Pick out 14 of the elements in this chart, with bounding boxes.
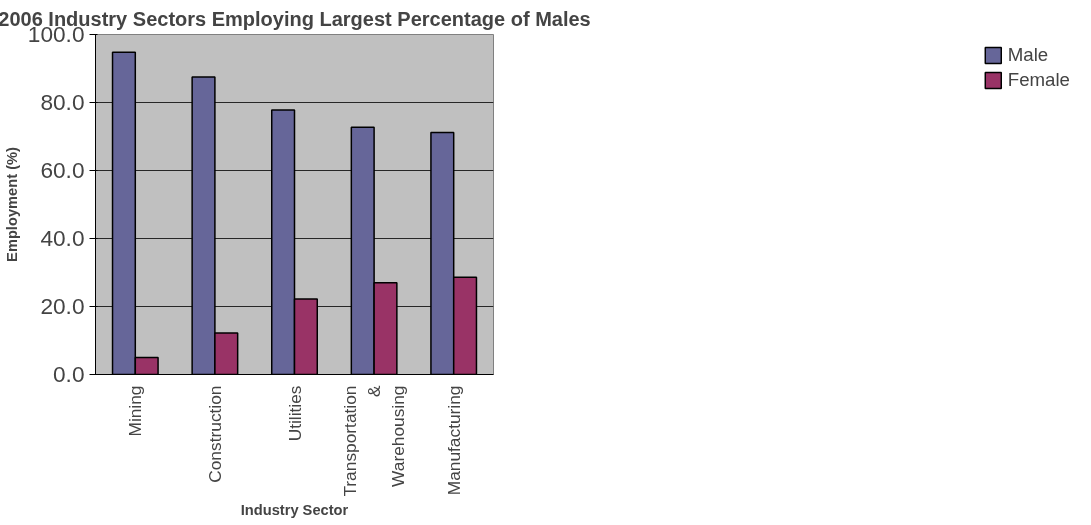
legend-label: Female: [1007, 69, 1070, 91]
y-tick-label: 40.0: [40, 225, 85, 251]
x-tick-label: Construction: [204, 385, 225, 483]
y-tick-label: 0.0: [53, 361, 85, 387]
y-tick-label: 60.0: [40, 157, 85, 183]
x-tick-label: Utilities: [284, 385, 305, 442]
x-tick-label: Transportation & Warehousing: [340, 385, 409, 497]
y-axis-title: Employment (%): [3, 146, 20, 262]
x-tick-label: Mining: [125, 385, 146, 437]
y-tick-label: 20.0: [40, 293, 85, 319]
legend-label: Male: [1007, 44, 1049, 66]
x-axis-title: Industry Sector: [240, 501, 349, 518]
y-tick-label: 80.0: [40, 89, 85, 115]
x-tick-label: Manufacturing: [443, 385, 464, 496]
